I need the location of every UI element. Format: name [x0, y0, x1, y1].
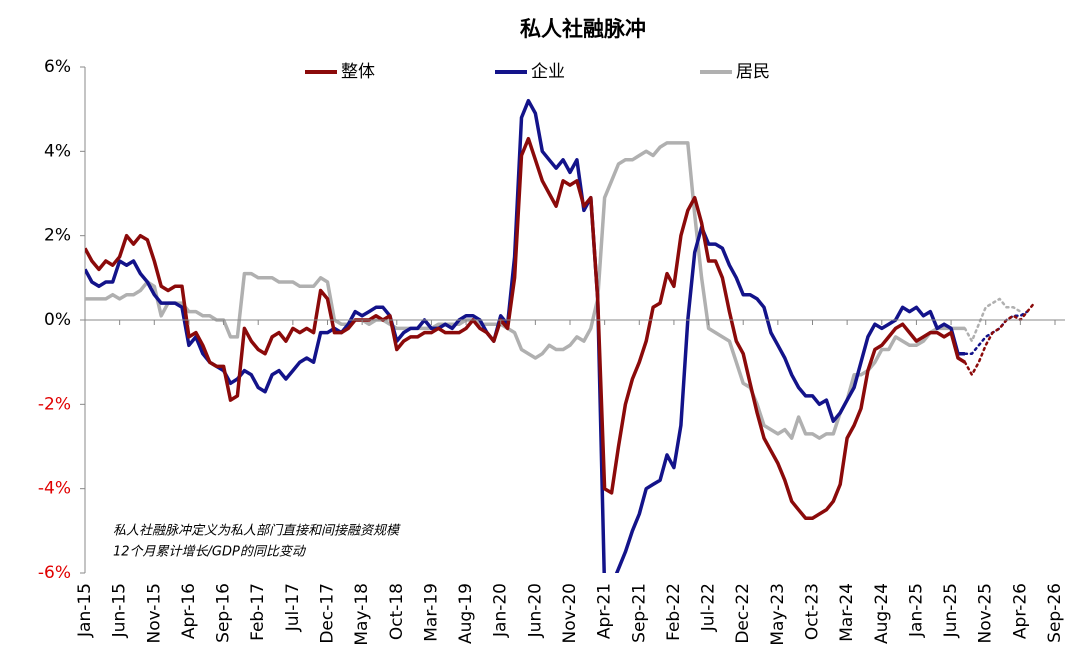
y-tick-label: 4% [44, 141, 71, 161]
legend-label: 整体 [341, 62, 375, 82]
x-tick-label: Nov-15 [144, 583, 164, 644]
legend-label: 企业 [531, 62, 565, 82]
series-line [85, 141, 965, 440]
x-tick-label: Jan-15 [75, 583, 95, 638]
x-tick-label: Sep-26 [1045, 583, 1065, 643]
x-tick-label: Jul-22 [699, 583, 719, 632]
x-tick-label: Apr-26 [1010, 583, 1030, 639]
y-tick-label: 0% [44, 310, 71, 330]
x-tick-label: Nov-25 [976, 583, 996, 644]
y-tick-label: -2% [38, 394, 71, 414]
annotation: 私人社融脉冲定义为私人部门直接和间接融资规模 [113, 523, 401, 539]
x-tick-label: Apr-16 [179, 583, 199, 639]
projection-line [963, 301, 1036, 377]
x-tick-label: Apr-21 [595, 583, 615, 639]
y-tick-label: 6% [44, 57, 71, 77]
x-tick-label: Jun-15 [110, 583, 130, 638]
x-tick-label: Jan-20 [491, 583, 511, 638]
y-tick-label: 2% [44, 226, 71, 246]
x-tick-label: Feb-22 [664, 583, 684, 641]
x-tick-label: Mar-24 [837, 583, 857, 642]
y-tick-label: -6% [38, 563, 71, 583]
x-tick-label: Jun-25 [941, 583, 961, 638]
plot-area [85, 98, 1036, 573]
projection-line [963, 310, 1029, 355]
x-tick-label: Oct-23 [803, 583, 823, 640]
x-tick-label: Sep-21 [629, 583, 649, 643]
x-tick-label: Nov-20 [560, 583, 580, 644]
x-tick-label: Jul-17 [283, 583, 303, 632]
x-tick-label: Feb-17 [248, 583, 268, 641]
x-tick-label: Aug-19 [456, 583, 476, 644]
x-tick-label: Aug-24 [872, 583, 892, 644]
chart-title: 私人社融脉冲 [520, 17, 646, 41]
x-tick-label: Jan-25 [906, 583, 926, 638]
x-tick-label: Oct-18 [387, 583, 407, 640]
y-tick-label: -4% [38, 479, 71, 499]
series-line [85, 98, 965, 573]
x-tick-label: May-23 [768, 583, 788, 646]
projection-line [963, 297, 1022, 343]
legend-label: 居民 [736, 62, 770, 82]
x-tick-label: May-18 [352, 583, 372, 646]
annotation: 12个月累计增长/GDP的同比变动 [113, 544, 307, 560]
x-tick-label: Mar-19 [421, 583, 441, 642]
x-tick-label: Dec-22 [733, 583, 753, 644]
series-line [85, 136, 966, 520]
x-tick-label: Dec-17 [318, 583, 338, 644]
x-tick-label: Jun-20 [525, 583, 545, 638]
x-tick-label: Sep-16 [214, 583, 234, 643]
